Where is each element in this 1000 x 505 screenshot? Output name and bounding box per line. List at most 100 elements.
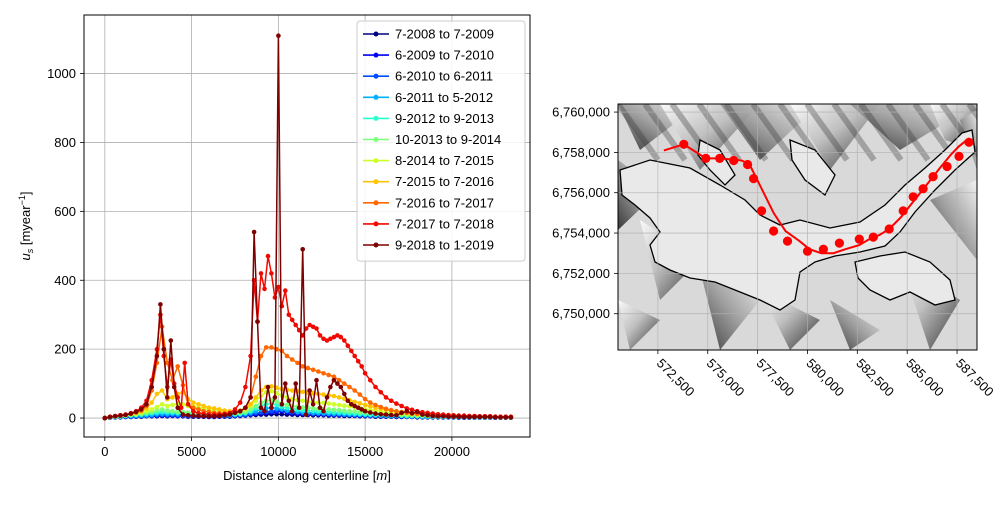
data-point xyxy=(414,409,420,415)
data-point xyxy=(368,400,373,405)
data-point xyxy=(289,408,295,414)
map-grid xyxy=(618,104,977,350)
data-point xyxy=(349,402,354,407)
x-tick-label: 15000 xyxy=(347,444,383,459)
terrain-streak xyxy=(618,104,661,162)
data-point xyxy=(326,407,332,412)
y-tick-label: 400 xyxy=(54,273,76,288)
centerline-marker xyxy=(757,206,767,216)
nunatak-outline-path xyxy=(697,139,736,186)
data-point xyxy=(269,405,274,411)
data-point xyxy=(328,384,333,390)
data-point xyxy=(269,408,274,414)
x-tick-label: 20000 xyxy=(434,444,470,459)
x-tick-label: 10000 xyxy=(260,444,296,459)
data-point xyxy=(336,395,342,400)
data-point xyxy=(394,401,399,406)
data-point xyxy=(310,406,316,411)
data-point xyxy=(331,393,337,399)
data-point xyxy=(269,384,274,389)
data-point xyxy=(321,371,326,376)
data-point xyxy=(324,395,330,400)
centerline-marker xyxy=(679,139,689,149)
data-point xyxy=(258,405,264,411)
data-point xyxy=(248,402,253,407)
legend-swatch-marker xyxy=(373,242,379,248)
data-point xyxy=(175,409,180,415)
terrain-streak xyxy=(858,104,904,162)
legend-item: 8-2014 to 7-2015 xyxy=(363,153,494,168)
data-point xyxy=(503,415,509,420)
map-x-tick-label: 585,000 xyxy=(903,356,947,400)
velocity-plot: 0 5000 10000 15000 20000 0 200 400 600 800 1000 D… xyxy=(17,14,531,483)
data-point xyxy=(168,338,174,343)
data-point xyxy=(289,317,295,323)
legend-swatch-marker xyxy=(373,52,379,58)
data-point xyxy=(102,415,108,421)
data-point xyxy=(394,408,399,414)
data-point xyxy=(342,408,347,414)
data-point xyxy=(493,415,498,420)
data-point xyxy=(373,402,378,408)
data-point xyxy=(123,412,128,418)
data-point xyxy=(331,407,337,413)
data-point xyxy=(144,402,149,407)
data-point xyxy=(357,392,363,397)
legend-swatch-marker xyxy=(373,115,379,121)
data-point xyxy=(368,404,373,409)
data-point xyxy=(310,324,316,330)
data-point xyxy=(345,343,351,349)
data-point xyxy=(425,413,430,418)
map-y-tick-label: 6,750,000 xyxy=(552,306,610,321)
data-point xyxy=(283,381,288,386)
data-point xyxy=(170,408,175,414)
data-point xyxy=(404,408,410,414)
data-point xyxy=(331,334,337,340)
data-point xyxy=(165,403,170,409)
map-x-tick-label: 580,000 xyxy=(803,356,847,400)
data-point xyxy=(477,414,483,420)
centerline-marker xyxy=(729,155,739,166)
data-point xyxy=(314,377,319,383)
nunatak-outline-path xyxy=(789,138,836,196)
centerline-marker xyxy=(954,151,964,161)
data-point xyxy=(316,369,321,374)
legend-item: 7-2015 to 7-2016 xyxy=(363,174,494,189)
data-point xyxy=(335,333,340,338)
legend-label: 7-2017 to 7-2018 xyxy=(395,216,494,231)
data-point xyxy=(191,413,196,418)
y-tick-label: 0 xyxy=(69,411,76,426)
data-point xyxy=(217,413,222,419)
data-point xyxy=(317,405,323,411)
centerline-marker xyxy=(701,153,711,163)
data-point xyxy=(133,409,139,415)
data-point xyxy=(279,402,285,407)
data-point xyxy=(243,384,248,390)
data-point xyxy=(283,288,288,293)
centerline-marker xyxy=(868,232,878,242)
data-point xyxy=(352,403,358,409)
data-point xyxy=(139,407,144,412)
data-point xyxy=(286,312,292,318)
data-point xyxy=(206,405,212,411)
terrain-ridge xyxy=(700,270,760,350)
data-point xyxy=(251,229,257,235)
data-point xyxy=(158,302,163,307)
legend-item: 6-2011 to 5-2012 xyxy=(363,90,493,105)
data-point xyxy=(368,377,373,383)
data-point xyxy=(191,408,196,414)
data-point xyxy=(300,389,306,395)
data-point xyxy=(175,405,180,411)
data-point xyxy=(451,414,456,420)
terrain-streak xyxy=(804,104,850,162)
data-point xyxy=(362,371,368,376)
data-point xyxy=(286,398,292,404)
centerline-marker xyxy=(884,224,894,234)
map-frame xyxy=(617,103,978,351)
data-point xyxy=(342,403,347,409)
data-point xyxy=(211,414,217,419)
data-point xyxy=(289,388,295,393)
data-point xyxy=(378,389,384,395)
data-point xyxy=(336,407,342,413)
